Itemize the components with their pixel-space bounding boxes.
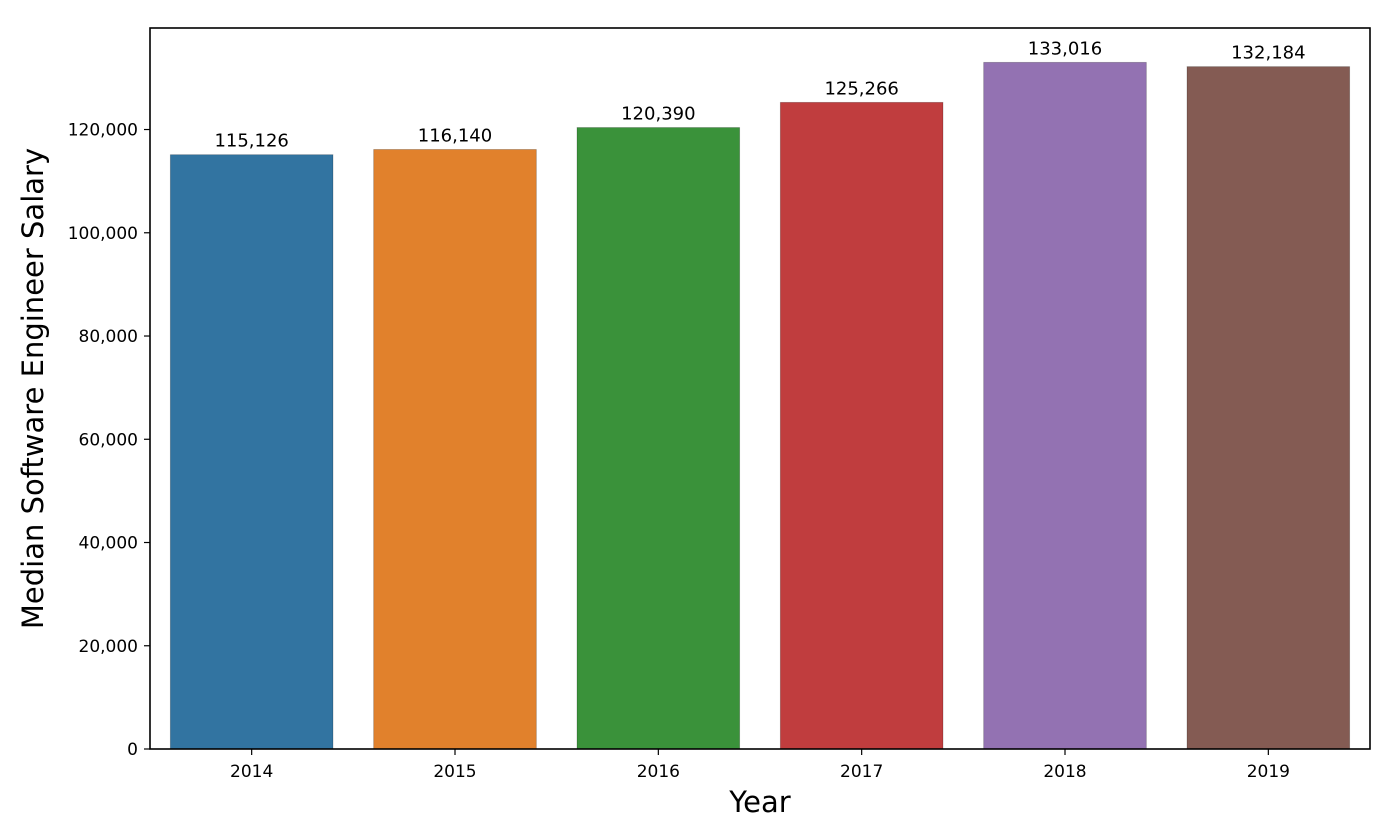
data-label-2018: 133,016: [1028, 38, 1102, 59]
data-label-2014: 115,126: [214, 131, 288, 152]
y-tick-label: 60,000: [79, 430, 138, 450]
data-label-2016: 120,390: [621, 104, 695, 125]
x-axis-title: Year: [728, 785, 790, 819]
x-tick-label-2014: 2014: [230, 762, 273, 782]
data-label-2015: 116,140: [418, 125, 492, 146]
bar-2019: [1186, 66, 1351, 750]
x-axis: 2014 2015 2016 2017 2018 2019: [230, 749, 1290, 782]
y-tick-label: 80,000: [79, 327, 138, 347]
x-tick-label-2015: 2015: [433, 762, 476, 782]
bar-2017: [779, 101, 944, 750]
bar-2015: [373, 149, 537, 750]
plot-frame: [149, 27, 1371, 750]
bar-2016: [576, 127, 741, 750]
y-tick-label: 0: [127, 740, 138, 760]
x-tick-label-2018: 2018: [1043, 762, 1086, 782]
data-label-2019: 132,184: [1231, 43, 1305, 64]
y-tick-label: 120,000: [68, 121, 138, 141]
bar-2018: [983, 61, 1147, 750]
x-tick-label-2017: 2017: [840, 762, 883, 782]
x-tick-label-2019: 2019: [1247, 762, 1290, 782]
x-tick-label-2016: 2016: [637, 762, 680, 782]
y-axis-title: Median Software Engineer Salary: [16, 148, 50, 629]
y-tick-label: 20,000: [79, 637, 138, 657]
bars-layer: [169, 61, 1351, 750]
y-tick-label: 100,000: [68, 224, 138, 244]
y-axis: 0 20,000 40,000 60,000 80,000 100,000 120,000: [68, 121, 150, 760]
data-label-2017: 125,266: [824, 78, 898, 99]
data-labels-layer: 115,126 116,140 120,390 125,266 133,016 132,1…: [214, 38, 1305, 151]
bar-2014: [169, 154, 334, 750]
y-tick-label: 40,000: [79, 534, 138, 554]
